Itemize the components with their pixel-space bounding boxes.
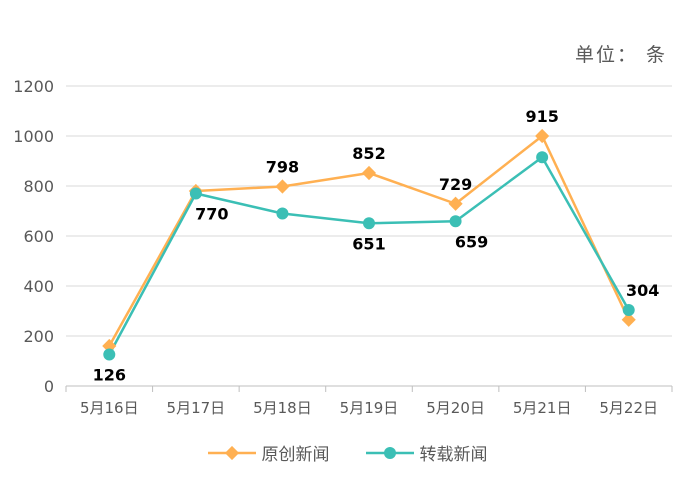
y-tick-label: 0 bbox=[44, 377, 54, 396]
data-label: 915 bbox=[525, 107, 558, 126]
legend-swatch-original bbox=[207, 445, 256, 460]
y-tick-label: 1200 bbox=[13, 77, 54, 96]
x-tick-label: 5月16日 bbox=[80, 399, 139, 417]
data-label: 798 bbox=[266, 158, 299, 177]
legend-swatch-reprint bbox=[365, 446, 414, 459]
x-tick-label: 5月19日 bbox=[340, 399, 399, 417]
legend: 原创新闻 转载新闻 bbox=[0, 440, 695, 465]
data-label: 126 bbox=[93, 366, 126, 385]
legend-label-original: 原创新闻 bbox=[261, 445, 330, 465]
data-point-diamond bbox=[275, 179, 290, 194]
data-point-circle bbox=[363, 217, 375, 230]
data-point-diamond bbox=[621, 312, 636, 327]
x-tick-label: 5月20日 bbox=[426, 399, 485, 417]
x-tick-label: 5月22日 bbox=[599, 399, 658, 417]
data-label: 651 bbox=[352, 234, 385, 253]
data-point-circle bbox=[103, 348, 116, 361]
data-point-circle bbox=[189, 187, 202, 200]
data-point-circle bbox=[536, 151, 549, 164]
y-tick-label: 200 bbox=[23, 327, 54, 346]
data-label: 770 bbox=[195, 205, 228, 224]
x-tick-label: 5月17日 bbox=[167, 399, 226, 417]
data-label: 729 bbox=[439, 175, 472, 194]
data-point-circle bbox=[622, 304, 635, 316]
legend-item-reprint: 转载新闻 bbox=[365, 440, 488, 465]
unit-label: 单位： 条 bbox=[574, 44, 667, 66]
data-point-circle bbox=[276, 207, 289, 220]
data-label: 659 bbox=[455, 232, 488, 251]
data-point-circle bbox=[449, 215, 462, 228]
legend-label-reprint: 转载新闻 bbox=[419, 445, 488, 465]
legend-item-original: 原创新闻 bbox=[207, 440, 330, 465]
y-tick-label: 600 bbox=[23, 227, 54, 246]
series-line-1 bbox=[108, 156, 630, 356]
data-point-diamond bbox=[102, 338, 117, 354]
y-tick-label: 1000 bbox=[13, 127, 54, 146]
data-point-diamond bbox=[361, 165, 377, 181]
y-tick-label: 800 bbox=[23, 177, 54, 196]
data-label: 304 bbox=[626, 281, 659, 300]
x-tick-label: 5月18日 bbox=[253, 399, 312, 417]
x-tick-label: 5月21日 bbox=[513, 399, 572, 417]
data-label: 852 bbox=[352, 144, 385, 163]
data-point-diamond bbox=[448, 196, 463, 211]
data-point-diamond bbox=[535, 128, 550, 144]
y-tick-label: 400 bbox=[23, 277, 54, 296]
